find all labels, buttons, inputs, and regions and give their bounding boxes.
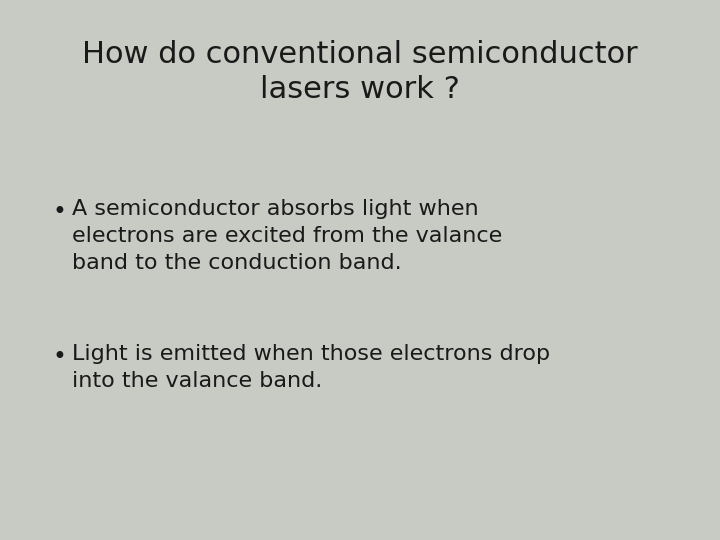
Text: How do conventional semiconductor: How do conventional semiconductor [82, 40, 638, 69]
Text: Light is emitted when those electrons drop
into the valance band.: Light is emitted when those electrons dr… [72, 344, 550, 391]
Text: lasers work ?: lasers work ? [260, 75, 460, 104]
Text: A semiconductor absorbs light when
electrons are excited from the valance
band t: A semiconductor absorbs light when elect… [72, 199, 503, 273]
Text: •: • [52, 200, 66, 224]
Text: •: • [52, 345, 66, 369]
